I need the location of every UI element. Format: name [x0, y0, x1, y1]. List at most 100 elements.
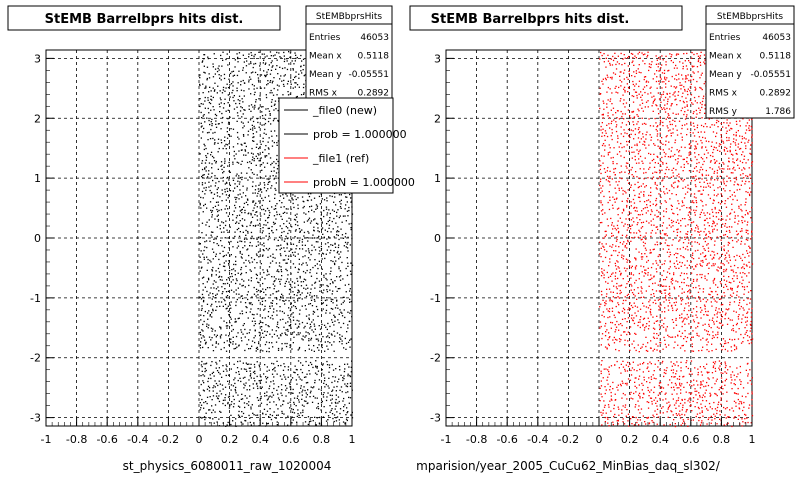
scatter-point — [599, 160, 601, 162]
scatter-point — [225, 110, 227, 112]
scatter-point — [249, 245, 251, 247]
scatter-point — [296, 415, 298, 418]
scatter-point — [214, 68, 217, 70]
scatter-point — [241, 149, 243, 151]
scatter-point — [218, 367, 220, 369]
scatter-point — [657, 145, 659, 147]
scatter-point — [325, 399, 328, 402]
scatter-point — [609, 175, 611, 178]
scatter-point — [242, 79, 244, 82]
scatter-point — [204, 162, 207, 164]
scatter-point — [632, 60, 634, 62]
scatter-point — [707, 194, 710, 196]
scatter-point — [292, 263, 295, 265]
scatter-point — [622, 94, 624, 96]
scatter-point — [281, 67, 284, 70]
scatter-point — [285, 268, 287, 270]
scatter-point — [251, 261, 254, 263]
scatter-point — [315, 334, 317, 337]
scatter-point — [657, 108, 659, 110]
scatter-point — [627, 162, 629, 164]
scatter-point — [646, 204, 648, 206]
scatter-point — [266, 178, 268, 180]
scatter-point — [717, 201, 720, 204]
scatter-point — [222, 180, 224, 182]
scatter-point — [225, 374, 227, 377]
scatter-point — [714, 179, 716, 181]
scatter-point — [339, 279, 342, 281]
scatter-point — [672, 172, 674, 174]
scatter-point — [698, 161, 700, 164]
scatter-point — [334, 401, 337, 404]
scatter-point — [280, 266, 282, 268]
scatter-point — [270, 123, 272, 125]
scatter-point — [716, 169, 719, 172]
scatter-point — [636, 217, 638, 219]
scatter-point — [624, 57, 626, 59]
scatter-point — [693, 125, 695, 127]
scatter-point — [253, 160, 255, 162]
scatter-point — [256, 174, 258, 176]
scatter-point — [264, 155, 266, 157]
scatter-point — [672, 61, 674, 64]
scatter-point — [636, 207, 638, 209]
scatter-point — [209, 201, 212, 203]
scatter-point — [307, 240, 309, 242]
scatter-point — [227, 64, 229, 66]
scatter-point — [664, 144, 667, 146]
scatter-point — [295, 96, 298, 98]
scatter-point — [613, 198, 616, 200]
scatter-point — [344, 383, 346, 385]
scatter-point — [273, 118, 275, 120]
scatter-point — [639, 214, 641, 216]
scatter-point — [642, 54, 645, 56]
scatter-point — [200, 111, 202, 114]
scatter-point — [641, 102, 644, 104]
scatter-point — [226, 187, 228, 190]
scatter-point — [333, 341, 335, 343]
scatter-point — [256, 375, 258, 378]
scatter-point — [241, 107, 243, 109]
scatter-point — [680, 178, 683, 181]
scatter-point — [259, 414, 261, 416]
scatter-point — [253, 125, 255, 128]
scatter-point — [252, 383, 254, 385]
scatter-point — [288, 300, 290, 302]
scatter-point — [279, 225, 281, 227]
scatter-point — [280, 244, 282, 246]
scatter-point — [292, 388, 294, 391]
scatter-point — [235, 335, 238, 338]
scatter-point — [285, 225, 287, 228]
scatter-point — [307, 287, 309, 289]
scatter-point — [700, 51, 702, 53]
scatter-point — [200, 334, 202, 336]
scatter-point — [316, 365, 318, 368]
scatter-point — [242, 69, 244, 71]
scatter-point — [297, 224, 299, 227]
scatter-point — [214, 113, 217, 116]
scatter-point — [231, 92, 233, 94]
scatter-point — [301, 244, 304, 246]
scatter-point — [228, 407, 231, 409]
scatter-point — [298, 77, 300, 79]
scatter-point — [243, 383, 245, 385]
scatter-point — [260, 376, 262, 378]
scatter-point — [643, 76, 646, 78]
scatter-point — [333, 414, 336, 416]
scatter-point — [647, 100, 649, 102]
scatter-point — [314, 300, 316, 302]
scatter-point — [238, 400, 240, 402]
scatter-point — [609, 98, 612, 100]
scatter-point — [307, 257, 310, 259]
scatter-point — [286, 342, 288, 345]
scatter-point — [237, 245, 240, 247]
scatter-point — [623, 54, 625, 56]
scatter-point — [296, 327, 298, 329]
scatter-point — [648, 194, 650, 197]
scatter-point — [252, 225, 255, 227]
scatter-point — [286, 387, 288, 389]
scatter-point — [651, 96, 653, 98]
scatter-point — [727, 168, 729, 170]
scatter-point — [345, 220, 347, 222]
